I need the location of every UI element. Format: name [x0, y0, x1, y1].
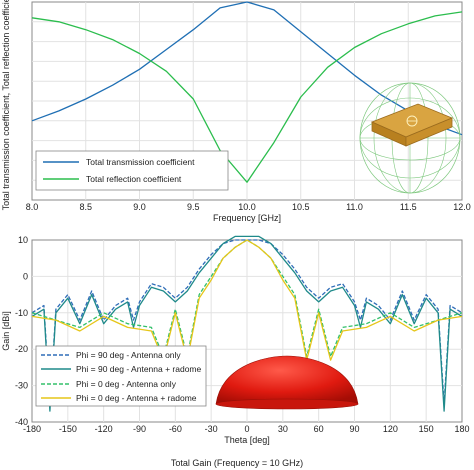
y-tick-label: 0 — [23, 271, 28, 281]
x-tick-label: 8.0 — [26, 202, 39, 212]
legend-label-phi90-radome: Phi = 90 deg - Antenna + radome — [76, 364, 202, 374]
grid — [32, 2, 462, 200]
legend: Phi = 90 deg - Antenna only Phi = 90 deg… — [35, 345, 207, 407]
series-line-0 — [31, 239, 463, 405]
legend-label-phi90-antenna: Phi = 90 deg - Antenna only — [76, 350, 181, 360]
bottom-y-axis-label: Gain [dBi] — [1, 311, 11, 351]
radome-wireframe-illustration — [359, 82, 461, 194]
x-tick-label: -30 — [205, 424, 218, 434]
x-tick-label: 9.5 — [187, 202, 200, 212]
y-tick-label: -20 — [15, 344, 28, 354]
top-y-axis-label: Total transmission coefficient, Total re… — [1, 0, 11, 210]
x-tick-label: 60 — [314, 424, 324, 434]
y-tick-label: -10 — [15, 308, 28, 318]
x-tick-label: 180 — [454, 424, 469, 434]
x-tick-label: 11.5 — [400, 202, 417, 212]
x-tick-label: 0 — [244, 424, 249, 434]
x-tick-label: 10.5 — [292, 202, 310, 212]
bottom-x-axis-label: Theta [deg] — [224, 435, 270, 445]
x-tick-label: -60 — [169, 424, 182, 434]
x-tick-label: 9.0 — [133, 202, 146, 212]
x-tick-label: 90 — [349, 424, 359, 434]
top-x-axis-label: Frequency [GHz] — [213, 213, 281, 223]
x-tick-label: 120 — [383, 424, 398, 434]
series-line-1 — [31, 235, 463, 412]
x-tick-label: -120 — [95, 424, 113, 434]
series-line-2 — [31, 239, 463, 358]
radome-dome-illustration — [215, 355, 359, 410]
y-tick-label: -30 — [15, 381, 28, 391]
series-line-1 — [31, 11, 463, 183]
x-tick-label: 11.0 — [346, 202, 363, 212]
y-tick-labels: 10 0 -10 -20 -30 -40 — [15, 235, 28, 427]
legend-label-phi0-radome: Phi = 0 deg - Antenna + radome — [76, 393, 197, 403]
x-tick-label: 12.0 — [453, 202, 471, 212]
x-tick-label: 10.0 — [238, 202, 256, 212]
x-tick-labels: -180 -150 -120 -90 -60 -30 0 30 60 90 120 150 180 — [23, 424, 470, 434]
x-tick-label: 30 — [278, 424, 288, 434]
x-tick-label: 150 — [419, 424, 434, 434]
series-group — [31, 1, 463, 183]
x-tick-label: -180 — [23, 424, 41, 434]
legend-label-reflection: Total reflection coefficient — [86, 174, 182, 184]
x-tick-labels: 8.0 8.5 9.0 9.5 10.0 10.5 11.0 11.5 12.0 — [26, 202, 471, 212]
transmission-reflection-chart: 8.0 8.5 9.0 9.5 10.0 10.5 11.0 11.5 12.0 Total t… — [1, 0, 471, 223]
x-tick-label: -150 — [59, 424, 77, 434]
legend: Total transmission coefficient Total ref… — [35, 150, 229, 191]
series-line-3 — [31, 239, 463, 361]
y-tick-label: -40 — [15, 417, 28, 427]
y-tick-label: 10 — [18, 235, 28, 245]
gain-pattern-chart: -180 -150 -120 -90 -60 -30 0 30 60 90 120 150 180 10… — [1, 235, 470, 445]
legend-label-phi0-antenna: Phi = 0 deg - Antenna only — [76, 379, 177, 389]
figure-caption: Total Gain (Frequency = 10 GHz) — [171, 458, 303, 468]
x-tick-label: 8.5 — [79, 202, 92, 212]
x-tick-label: -90 — [133, 424, 146, 434]
series-line-0 — [31, 1, 463, 136]
series-group — [31, 235, 463, 412]
legend-label-transmission: Total transmission coefficient — [86, 157, 195, 167]
